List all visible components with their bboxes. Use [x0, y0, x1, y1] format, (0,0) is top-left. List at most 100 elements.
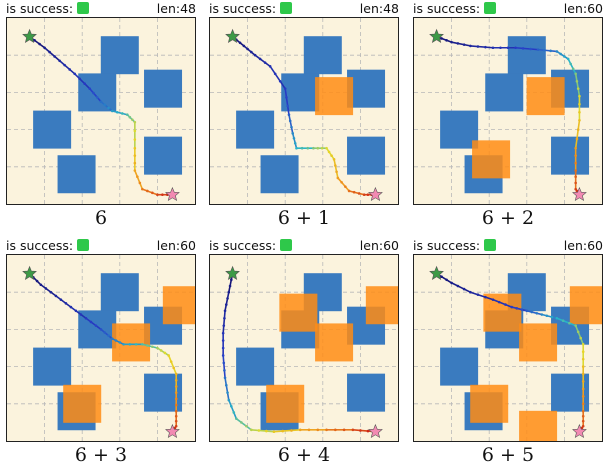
trajectory-waypoint: [581, 395, 585, 398]
trajectory-waypoint: [245, 424, 248, 428]
trajectory-segment: [134, 170, 144, 190]
added-obstacle: [519, 323, 558, 362]
trajectory-waypoint: [499, 46, 502, 50]
success-label: is success:: [209, 0, 277, 16]
trajectory-waypoint: [103, 103, 107, 107]
trajectory-segment: [574, 120, 581, 149]
static-obstacle: [144, 69, 183, 108]
trajectory-waypoint: [540, 313, 544, 316]
trajectory-waypoint: [340, 181, 343, 184]
trajectory-waypoint: [535, 311, 539, 315]
trajectory-waypoint: [579, 336, 582, 340]
trajectory-waypoint: [88, 87, 92, 90]
map-frame: [209, 17, 399, 205]
trajectory-segment: [251, 429, 274, 433]
environment-map: [210, 18, 398, 204]
trajectory-waypoint: [306, 146, 310, 150]
trajectory-waypoint: [327, 150, 331, 154]
trajectory-waypoint: [469, 44, 472, 48]
trajectory-waypoint: [476, 45, 480, 48]
trajectory-segment: [85, 317, 102, 331]
trajectory-waypoint: [221, 339, 225, 342]
map-frame: [6, 254, 196, 442]
panel-header: is success: len:60: [413, 0, 603, 16]
trajectory-waypoint: [174, 391, 178, 394]
start-star-icon: [429, 28, 444, 43]
static-obstacle: [551, 136, 590, 175]
trajectory-waypoint: [73, 72, 76, 76]
added-obstacle: [519, 410, 558, 441]
trajectory-waypoint: [84, 316, 88, 320]
trajectory-waypoint: [283, 87, 287, 90]
trajectory-waypoint: [151, 191, 154, 195]
trajectory-waypoint: [54, 294, 58, 298]
trajectory-waypoint: [450, 281, 453, 285]
start-star-icon: [22, 265, 37, 280]
static-obstacle: [100, 36, 139, 75]
success-status-badge: [77, 2, 90, 14]
trajectory-segment: [574, 73, 581, 97]
trajectory-waypoint: [63, 63, 66, 67]
environment-map: [7, 18, 195, 204]
static-obstacle: [347, 69, 386, 108]
trajectory-waypoint: [38, 42, 41, 46]
trajectory-segment: [291, 133, 298, 149]
trajectory-waypoint: [92, 91, 95, 95]
trajectory-waypoint: [292, 136, 296, 140]
trajectory-waypoint: [307, 428, 311, 432]
trajectory-waypoint: [141, 187, 144, 191]
trajectory-waypoint: [581, 409, 585, 413]
environment-map: [414, 255, 602, 441]
trajectory-waypoint: [35, 279, 39, 283]
trajectory-waypoint: [366, 193, 370, 196]
trajectory-waypoint: [226, 297, 229, 300]
trajectory-waypoint: [559, 52, 562, 56]
result-panel: is success: len:60 6 + 4: [209, 237, 399, 469]
trajectory-waypoint: [156, 193, 159, 196]
trajectory-waypoint: [69, 305, 73, 309]
trajectory-waypoint: [581, 419, 585, 423]
trajectory-waypoint: [575, 79, 579, 83]
trajectory-waypoint: [174, 385, 178, 388]
added-obstacle: [569, 286, 602, 325]
trajectory-waypoint: [325, 428, 328, 432]
trajectory-waypoint: [121, 112, 124, 115]
added-obstacle: [483, 293, 522, 332]
trajectory-waypoint: [581, 424, 585, 428]
trajectory-waypoint: [578, 94, 581, 98]
trajectory-waypoint: [246, 47, 249, 51]
trajectory-waypoint: [332, 158, 336, 161]
trajectory-waypoint: [576, 330, 580, 334]
static-obstacle: [347, 136, 386, 175]
success-status-badge: [77, 239, 90, 251]
trajectory-waypoint: [286, 104, 290, 108]
trajectory-waypoint: [268, 65, 272, 68]
trajectory-waypoint: [574, 72, 577, 76]
trajectory-waypoint: [574, 181, 577, 185]
trajectory-waypoint: [291, 132, 295, 135]
panel-header: is success: len:60: [6, 237, 196, 253]
trajectory-waypoint: [529, 47, 532, 51]
trajectory-waypoint: [174, 409, 178, 413]
trajectory-waypoint: [514, 46, 517, 50]
trajectory-waypoint: [293, 141, 297, 145]
panel-caption: 6 + 1: [277, 207, 331, 229]
trajectory-waypoint: [115, 110, 119, 114]
trajectory-waypoint: [141, 342, 144, 346]
trajectory-segment: [40, 284, 57, 297]
static-obstacle: [507, 36, 546, 75]
trajectory-waypoint: [569, 62, 572, 66]
trajectory-segment: [451, 41, 471, 47]
trajectory-segment: [337, 177, 350, 192]
trajectory-waypoint: [536, 48, 540, 51]
trajectory-waypoint: [43, 46, 46, 50]
trajectory-segment: [492, 298, 513, 308]
trajectory-segment: [254, 54, 271, 68]
success-label: is success:: [413, 237, 481, 253]
success-status-badge: [484, 2, 497, 14]
trajectory-waypoint: [133, 169, 137, 172]
trajectory-waypoint: [351, 428, 355, 432]
added-obstacle: [470, 384, 509, 423]
environment-map: [414, 18, 602, 204]
trajectory-waypoint: [174, 424, 178, 428]
